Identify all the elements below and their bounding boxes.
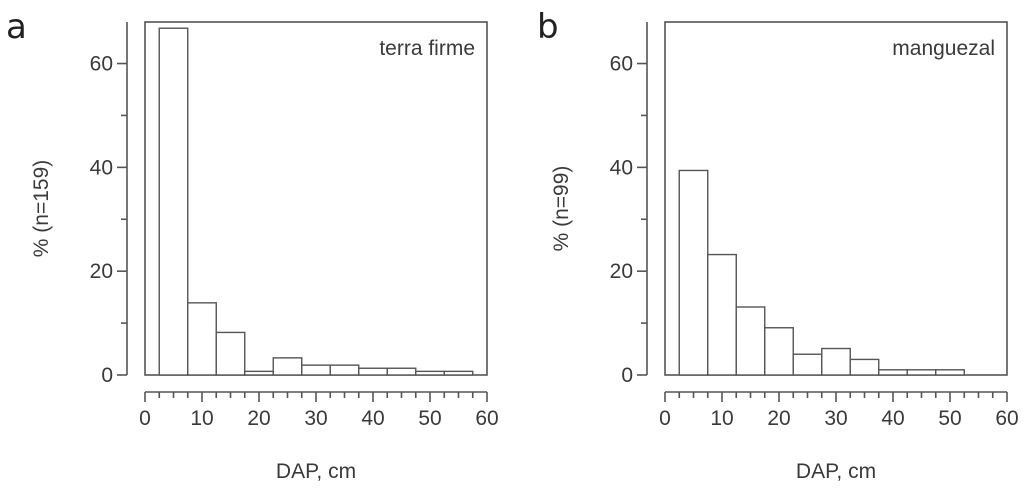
bar [272, 357, 303, 376]
x-tick-label: 10 [710, 407, 733, 430]
x-tick-label: 50 [418, 407, 441, 430]
bar [678, 169, 709, 376]
bar [415, 370, 445, 376]
bar [386, 367, 417, 376]
x-tick-label: 20 [247, 407, 270, 430]
x-tick-label: 50 [938, 407, 961, 430]
bar [158, 27, 189, 376]
inset-label: terra firme [379, 37, 475, 60]
bar [792, 353, 823, 376]
y-tick-label: 20 [90, 260, 113, 283]
panel-letter: a [6, 7, 27, 47]
y-axis-title: % (n=99) [550, 166, 573, 252]
bar [329, 364, 360, 376]
bar [443, 370, 474, 376]
y-tick-label: 40 [610, 156, 633, 179]
y-tick-label: 20 [610, 260, 633, 283]
x-tick-label: 10 [190, 407, 213, 430]
x-tick-label: 30 [824, 407, 847, 430]
x-tick-label: 30 [304, 407, 327, 430]
panel-letter: b [537, 7, 559, 47]
panel-b: b manguezal 0 20 40 60 0 10 20 30 40 50 60 DAP, cm % (… [537, 7, 1019, 483]
bar [764, 327, 794, 376]
bar [935, 369, 965, 376]
x-axis-title: DAP, cm [276, 460, 356, 483]
x-tick-label: 60 [475, 407, 498, 430]
bar [215, 331, 246, 376]
y-axis-title: % (n=159) [30, 160, 53, 257]
bar [244, 370, 274, 376]
y-tick-label: 60 [90, 53, 113, 76]
y-tick-label: 0 [101, 364, 113, 387]
x-tick-label: 20 [767, 407, 790, 430]
bar [878, 369, 908, 376]
bar [301, 364, 331, 376]
bar [906, 369, 937, 376]
bar [849, 358, 880, 376]
y-tick-label: 60 [610, 53, 633, 76]
bar [187, 302, 217, 376]
x-axis-title: DAP, cm [796, 460, 876, 483]
y-tick-label: 0 [621, 364, 633, 387]
x-tick-label: 60 [995, 407, 1018, 430]
y-tick-label: 40 [90, 156, 113, 179]
bar [707, 253, 737, 376]
x-tick-label: 40 [361, 407, 384, 430]
panel-a: a terra firme 0 20 40 60 0 10 20 30 40 50 60 DAP, cm%… [6, 7, 499, 483]
inset-label: manguezal [892, 37, 995, 60]
x-tick-label: 0 [659, 407, 671, 430]
bar [358, 367, 388, 376]
x-tick-label: 0 [139, 407, 151, 430]
bar [735, 306, 766, 376]
x-tick-label: 40 [881, 407, 904, 430]
bar [821, 347, 851, 376]
